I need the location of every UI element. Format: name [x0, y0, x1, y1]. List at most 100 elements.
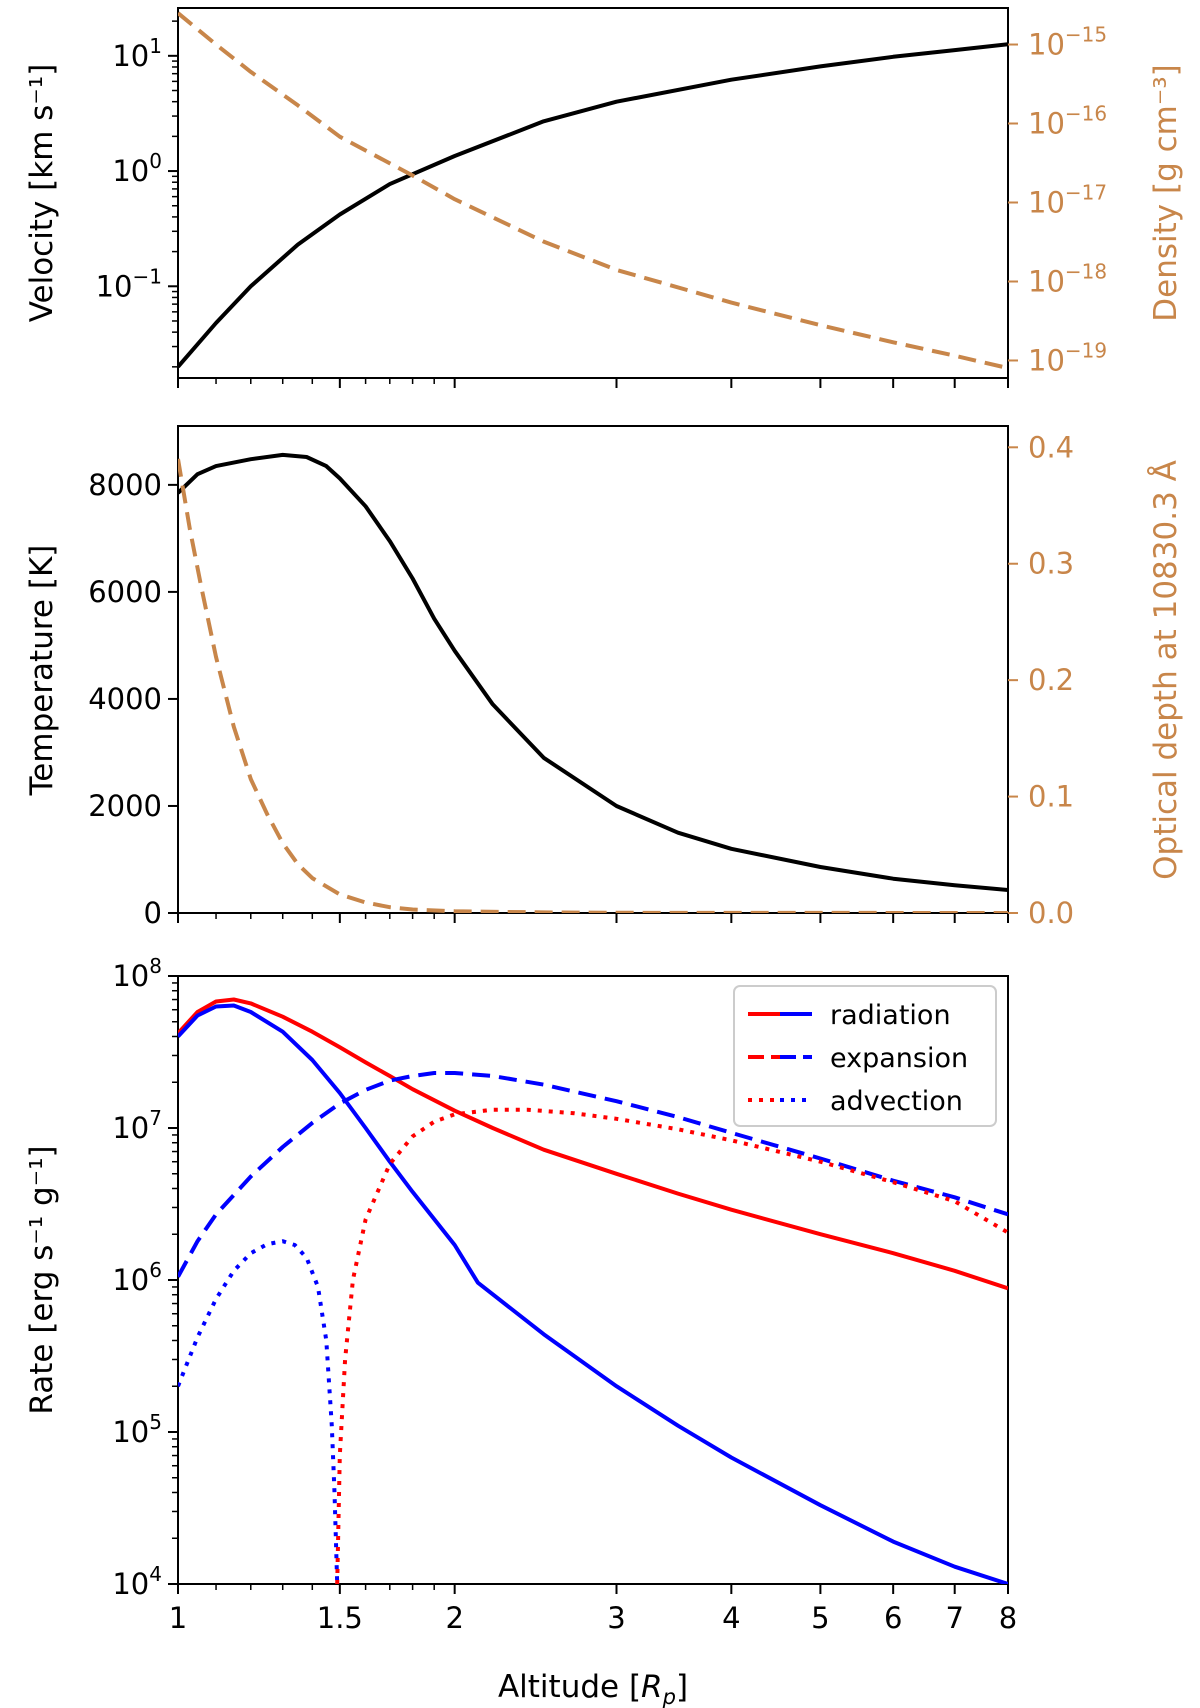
series-velocity: [178, 42, 1008, 369]
legend-entry-expansion: expansion: [748, 1043, 968, 1074]
x-axis-label-prefix: Altitude [: [498, 1669, 641, 1705]
y-axis-label-density: Density [g cm⁻³]: [1148, 64, 1184, 321]
tick-label-exponent: −1: [133, 264, 162, 288]
tick-label-base: 10: [112, 959, 149, 993]
legend-label-advection: advection: [830, 1086, 963, 1117]
tick-label-base: 10: [1028, 343, 1065, 377]
tick-label-exponent: −15: [1065, 23, 1107, 47]
tick-label-exponent: 8: [149, 954, 162, 978]
tick-label: 107: [112, 1106, 162, 1145]
tick-label-exponent: −18: [1065, 259, 1107, 283]
tick-label-base: 10: [112, 1415, 149, 1449]
x-ticks: 1 1.5 2 3 4 5 6 7 8: [169, 1584, 1017, 1635]
x-axis-label-var: R: [641, 1669, 663, 1705]
legend-entry-advection: advection: [748, 1086, 963, 1117]
tick-label: 1.5: [317, 1601, 363, 1635]
series-radiation-cooling: [178, 1003, 1008, 1584]
tick-label-exponent: 6: [149, 1258, 162, 1282]
series-advection-positive: [335, 1107, 1008, 1584]
tick-label-base: 10: [1028, 28, 1065, 62]
tick-label: 1: [169, 1601, 187, 1635]
tick-label-exponent: 1: [149, 34, 162, 58]
series-temperature: [178, 452, 1008, 892]
tick-label: 106: [112, 1258, 162, 1297]
tick-label-base: 10: [96, 269, 133, 303]
tick-label: 4: [722, 1601, 740, 1635]
tick-label: 2: [445, 1601, 463, 1635]
panel-frame: [177, 425, 1009, 914]
tick-label: 3: [607, 1601, 625, 1635]
x-axis-label-sub: p: [662, 1685, 676, 1708]
tick-label: 10−15: [1028, 23, 1107, 62]
series-density: [178, 11, 1008, 371]
tick-label: 0.1: [1028, 780, 1074, 814]
tick-label: 0.2: [1028, 663, 1074, 697]
x-ticks: [177, 913, 1009, 923]
tick-label: 4000: [88, 682, 162, 716]
series-optical-depth: [178, 458, 1008, 913]
x-axis-label-altitude: Altitude [Rp]: [498, 1669, 688, 1708]
tick-label-exponent: −16: [1065, 102, 1107, 126]
tick-label: 0.4: [1028, 430, 1074, 464]
series-layer: [178, 452, 1008, 913]
tick-label-exponent: −19: [1065, 338, 1107, 362]
right-ticks: 0.0 0.1 0.2 0.3 0.4: [1008, 430, 1074, 930]
tick-label-base: 10: [112, 1567, 149, 1601]
tick-label: 101: [112, 34, 162, 73]
tick-label-exponent: 7: [149, 1106, 162, 1130]
legend-label-expansion: expansion: [830, 1043, 968, 1074]
tick-label: 10−16: [1028, 102, 1107, 141]
tick-label: 10−19: [1028, 338, 1107, 377]
tick-label-base: 10: [1028, 264, 1065, 298]
tick-label: 8000: [88, 468, 162, 502]
series-layer: [178, 997, 1008, 1584]
x-axis-label-suffix: ]: [676, 1669, 688, 1705]
tick-label-base: 10: [112, 1111, 149, 1145]
tick-label: 5: [811, 1601, 829, 1635]
series-expansion-cooling: [178, 1071, 1008, 1278]
tick-label: 10−17: [1028, 181, 1107, 220]
y-axis-label-velocity: Velocity [km s⁻¹]: [24, 64, 60, 323]
y-axis-label-optical-depth: Optical depth at 10830.3 Å: [1148, 460, 1184, 880]
tick-label: 8: [999, 1601, 1017, 1635]
tick-label-base: 10: [1028, 186, 1065, 220]
series-layer: [178, 11, 1008, 371]
legend-frame: [733, 985, 997, 1127]
panel-frame: [177, 7, 1009, 379]
legend-label-radiation: radiation: [830, 1000, 951, 1031]
tick-label: 2000: [88, 789, 162, 823]
left-ticks: 0 2000 4000 6000 8000: [88, 468, 178, 930]
tick-label: 0.0: [1028, 896, 1074, 930]
tick-label: 10−1: [96, 264, 162, 303]
tick-label: 108: [112, 954, 162, 993]
tick-label-exponent: −17: [1065, 181, 1107, 205]
tick-label: 6000: [88, 575, 162, 609]
tick-label: 0: [144, 896, 162, 930]
tick-label-exponent: 5: [149, 1410, 162, 1434]
series-advection-negative: [178, 1239, 340, 1584]
tick-label: 104: [112, 1562, 162, 1601]
tick-label-base: 10: [112, 1263, 149, 1297]
tick-label-exponent: 4: [149, 1562, 162, 1586]
panel-temperature-optical-depth: 0 2000 4000 6000 8000 0.0 0.1 0.2 0.3 0.4 Temper…: [24, 425, 1184, 930]
legend-entry-radiation: radiation: [748, 1000, 951, 1031]
tick-label: 7: [945, 1601, 963, 1635]
tick-label-base: 10: [1028, 107, 1065, 141]
tick-label: 6: [884, 1601, 902, 1635]
series-radiation-heating: [178, 997, 1008, 1291]
x-ticks: [177, 378, 1009, 388]
tick-label-base: 10: [112, 39, 149, 73]
tick-label-base: 10: [112, 154, 149, 188]
tick-label-exponent: 0: [149, 149, 162, 173]
tick-label: 105: [112, 1410, 162, 1449]
tick-label: 100: [112, 149, 162, 188]
legend: radiation expansion advection: [733, 985, 997, 1127]
y-axis-label-temperature: Temperature [K]: [24, 545, 60, 797]
y-axis-label-rate: Rate [erg s⁻¹ g⁻¹]: [24, 1145, 60, 1414]
